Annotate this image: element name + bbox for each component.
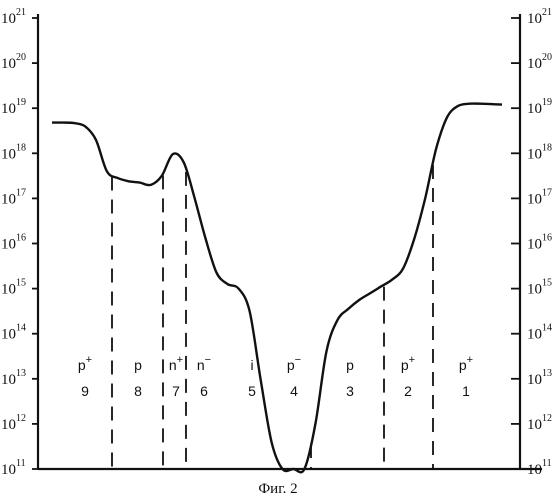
y-tick-label-left: 1020 [1, 52, 26, 72]
region-dividers [112, 165, 433, 469]
region-number: 5 [248, 383, 256, 399]
region-label-9: p+ 9 [78, 354, 92, 399]
y-tick-label-right: 1011 [527, 458, 552, 478]
y-tick-label-left: 1018 [1, 142, 26, 162]
region-label-8: p8 [134, 357, 142, 399]
region-label-7: n+ 7 [169, 354, 183, 399]
concentration-line [52, 103, 502, 472]
region-number: 8 [134, 383, 142, 399]
region-type: p+ [78, 354, 92, 373]
y-tick-label-right: 1012 [527, 413, 552, 433]
y-tick-label-left: 1014 [1, 323, 26, 343]
y-tick-label-left: 1021 [1, 7, 26, 27]
region-type: p+ [459, 354, 473, 373]
y-tick-label-right: 1013 [527, 368, 552, 388]
region-type: n− [197, 354, 211, 373]
region-type: p [134, 357, 142, 373]
y-tick-label-left: 1016 [1, 233, 26, 253]
region-number: 6 [200, 383, 208, 399]
y-tick-label-right: 1020 [527, 52, 552, 72]
region-type: p [346, 357, 354, 373]
region-type: i [250, 357, 253, 373]
y-tick-label-left: 1017 [1, 187, 26, 207]
y-tick-label-right: 1016 [527, 233, 552, 253]
region-type: p+ [401, 354, 415, 373]
y-tick-label-right: 1021 [527, 7, 552, 27]
region-number: 1 [462, 383, 470, 399]
region-label-5: i5 [248, 357, 256, 399]
y-tick-label-right: 1019 [527, 97, 552, 117]
y-tick-label-right: 1017 [527, 187, 552, 207]
y-tick-label-right: 1018 [527, 142, 552, 162]
region-labels: p+9p8n+7n−6i5p−4p3p+2p+1 [78, 354, 473, 399]
y-tick-label-left: 1013 [1, 368, 26, 388]
concentration-curve [52, 103, 502, 472]
y-tick-label-right: 1014 [527, 323, 552, 343]
region-number: 9 [81, 383, 89, 399]
region-label-2: p+ 2 [401, 354, 415, 399]
region-label-1: p+ 1 [459, 354, 473, 399]
region-type: p− [287, 354, 301, 373]
region-label-6: n− 6 [197, 354, 211, 399]
y-tick-label-right: 1015 [527, 278, 552, 298]
figure-caption: Фиг. 2 [258, 481, 297, 497]
region-type: n+ [169, 354, 183, 373]
region-number: 2 [404, 383, 412, 399]
region-label-4: p− 4 [287, 354, 301, 399]
y-tick-labels-left: 1011 1012 1013 1014 1015 1016 1017 1018 1019 1020… [1, 7, 26, 478]
chart-axes [32, 14, 542, 469]
region-label-3: p3 [346, 357, 354, 399]
y-tick-label-left: 1019 [1, 97, 26, 117]
region-number: 3 [346, 383, 354, 399]
y-tick-label-left: 1015 [1, 278, 26, 298]
y-tick-labels-right: 1011 1012 1013 1014 1015 1016 1017 1018 1019 1020… [527, 7, 552, 478]
region-number: 7 [172, 383, 180, 399]
y-tick-label-left: 1012 [1, 413, 26, 433]
y-tick-label-left: 1011 [1, 458, 26, 478]
region-number: 4 [290, 383, 298, 399]
